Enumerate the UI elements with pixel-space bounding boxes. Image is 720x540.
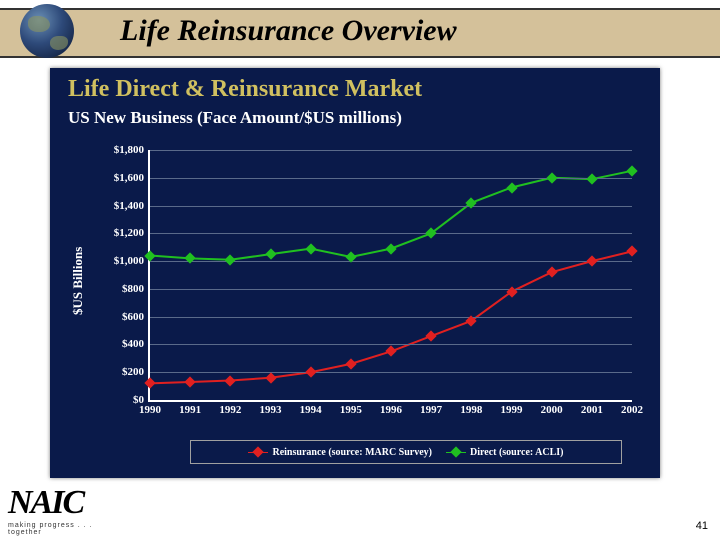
x-tick-label: 2002 [621,404,643,416]
y-tick-label: $1,400 [114,200,144,212]
globe-icon [20,4,74,58]
legend-item: Direct (source: ACLI) [446,447,564,458]
page-number: 41 [696,520,708,532]
legend-swatch [446,448,466,456]
x-tick-label: 1996 [380,404,402,416]
y-tick-label: $600 [122,311,144,323]
x-tick-label: 2000 [541,404,563,416]
x-tick-label: 1993 [260,404,282,416]
page-title: Life Reinsurance Overview [120,8,700,54]
x-tick-label: 1997 [420,404,442,416]
x-tick-label: 1998 [460,404,482,416]
gridline [150,261,632,262]
header: Life Reinsurance Overview [0,0,720,62]
y-tick-label: $1,800 [114,144,144,156]
x-tick-label: 1994 [300,404,322,416]
x-tick-label: 1991 [179,404,201,416]
y-tick-label: $800 [122,283,144,295]
gridline [150,289,632,290]
x-tick-label: 2001 [581,404,603,416]
chart-panel: Life Direct & Reinsurance Market US New … [50,68,660,478]
chart-title: Life Direct & Reinsurance Market [68,76,422,103]
gridline [150,372,632,373]
logo-block: NAIC making progress . . . together [8,484,118,534]
chart-subtitle: US New Business (Face Amount/$US million… [68,108,402,128]
logo-text: NAIC [8,484,118,522]
gridline [150,317,632,318]
y-tick-label: $1,600 [114,172,144,184]
chart-legend: Reinsurance (source: MARC Survey) Direct … [190,440,622,464]
gridline [150,233,632,234]
y-tick-label: $400 [122,338,144,350]
y-tick-label: $1,000 [114,255,144,267]
chart-svg [150,150,632,400]
plot-area: $0$200$400$600$800$1,000$1,200$1,400$1,6… [148,150,632,402]
gridline [150,150,632,151]
x-tick-label: 1992 [219,404,241,416]
x-tick-label: 1999 [501,404,523,416]
legend-swatch [248,448,268,456]
legend-item: Reinsurance (source: MARC Survey) [248,447,432,458]
legend-label: Reinsurance (source: MARC Survey) [272,447,432,458]
x-tick-label: 1995 [340,404,362,416]
legend-label: Direct (source: ACLI) [470,447,564,458]
logo-tagline: making progress . . . together [8,522,118,536]
gridline [150,206,632,207]
y-axis-label: $US Billions [70,247,86,315]
x-tick-label: 1990 [139,404,161,416]
gridline [150,178,632,179]
y-tick-label: $200 [122,366,144,378]
y-tick-label: $1,200 [114,227,144,239]
